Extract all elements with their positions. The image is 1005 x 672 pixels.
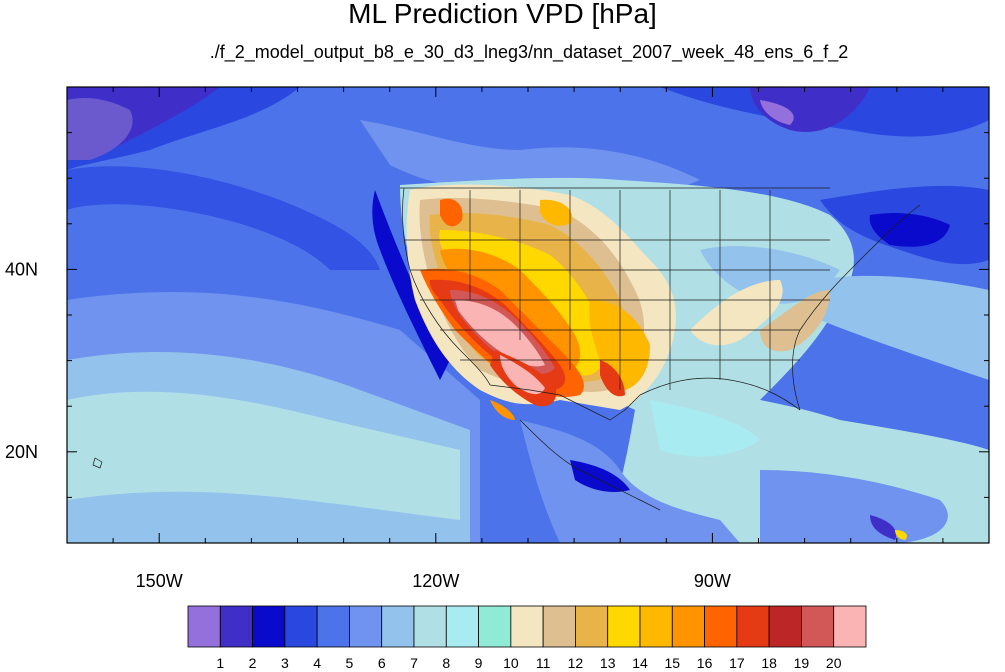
colorbar-label: 9: [475, 655, 483, 671]
latitude-ticks: 40N 20N: [5, 132, 989, 498]
lon-tick-label: 150W: [136, 571, 183, 591]
colorbar-label: 7: [410, 655, 418, 671]
colorbar-label: 2: [249, 655, 257, 671]
colorbar-swatch: [219, 605, 253, 648]
lon-tick-label: 120W: [412, 571, 459, 591]
boundaries: [92, 187, 921, 511]
colorbar-swatch: [801, 605, 835, 648]
colorbar-label: 15: [664, 655, 680, 671]
colorbar-label: 16: [697, 655, 713, 671]
colorbar-swatch: [316, 605, 350, 648]
lat-tick-label: 40N: [5, 259, 38, 279]
colorbar-label: 8: [442, 655, 450, 671]
colorbar-swatch: [575, 605, 609, 648]
map-subtitle: ./f_2_model_output_b8_e_30_d3_lneg3/nn_d…: [209, 42, 849, 62]
colorbar-swatch: [607, 605, 641, 648]
colorbar-label: 1: [216, 655, 224, 671]
colorbar-label: 20: [826, 655, 842, 671]
colorbar-label: 11: [536, 655, 551, 671]
colorbar-swatch: [736, 605, 770, 648]
gulf-coast: [639, 377, 801, 411]
colorbar-swatch: [413, 605, 447, 648]
colorbar-swatch: [671, 605, 705, 648]
mexico-coast: [519, 419, 661, 511]
longitude-ticks: 150W 120W 90W: [112, 87, 944, 591]
map-title: ML Prediction VPD [hPa]: [348, 0, 657, 29]
state-lines-ns: [469, 190, 771, 390]
lon-tick-label: 90W: [694, 571, 731, 591]
state-lines-ew: [404, 239, 830, 361]
colorbar: 1 2 3 4 5 6 7 8 9 10 11 12 13 14 15 16 17 18 19 20: [187, 605, 867, 671]
colorbar-swatch: [349, 605, 383, 648]
colorbar-swatch: [284, 605, 318, 648]
colorbar-swatch: [381, 605, 415, 648]
colorbar-swatch: [478, 605, 512, 648]
colorbar-label: 6: [378, 655, 386, 671]
lat-tick-label: 20N: [5, 442, 38, 462]
colorbar-label: 12: [568, 655, 584, 671]
colorbar-label: 5: [346, 655, 354, 671]
us-mexico-border: [489, 384, 641, 421]
colorbar-label: 17: [729, 655, 745, 671]
colorbar-swatch: [187, 605, 221, 648]
us-west-coast: [402, 187, 491, 386]
colorbar-swatch: [542, 605, 576, 648]
colorbar-label: 3: [281, 655, 289, 671]
colorbar-swatch: [252, 605, 286, 648]
colorbar-swatch: [704, 605, 738, 648]
vpd-field: [67, 87, 989, 543]
colorbar-swatch: [768, 605, 802, 648]
hawaii-islands: [92, 457, 103, 469]
colorbar-label: 4: [313, 655, 321, 671]
colorbar-label: 14: [632, 655, 648, 671]
colorbar-swatch: [639, 605, 673, 648]
colorbar-swatch: [445, 605, 479, 648]
colorbar-label: 10: [503, 655, 519, 671]
colorbar-label: 19: [794, 655, 810, 671]
colorbar-swatch: [833, 605, 867, 648]
colorbar-label: 18: [761, 655, 777, 671]
colorbar-swatch: [510, 605, 544, 648]
east-coast: [792, 204, 921, 411]
colorbar-label: 13: [600, 655, 616, 671]
